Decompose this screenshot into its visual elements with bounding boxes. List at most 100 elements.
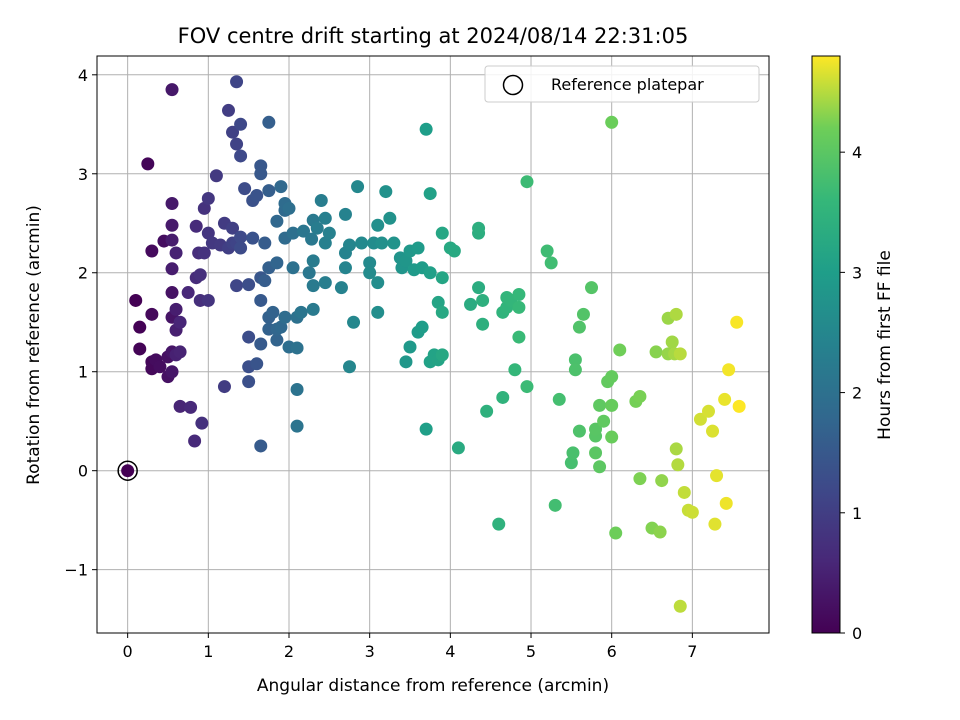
scatter-point [145, 244, 159, 258]
scatter-point [447, 244, 461, 258]
scatter-point [371, 305, 385, 319]
legend: Reference platepar [484, 65, 760, 103]
scatter-point [290, 419, 304, 433]
scatter-point [613, 343, 627, 357]
scatter-point [282, 201, 296, 215]
scatter-point [472, 281, 486, 295]
scatter-point [165, 196, 179, 210]
scatter-point [165, 262, 179, 276]
scatter-point [270, 214, 284, 228]
scatter-point [338, 207, 352, 221]
scatter-point [258, 236, 272, 250]
scatter-point [633, 472, 647, 486]
scatter-point [399, 254, 413, 268]
colorbar-tick-label: 4 [852, 143, 862, 162]
scatter-point [195, 416, 209, 430]
reference-point [121, 464, 135, 478]
scatter-point [254, 293, 268, 307]
scatter-point [193, 268, 207, 282]
y-tick-label: 3 [78, 165, 88, 184]
scatter-point [201, 192, 215, 206]
legend-box [484, 65, 760, 103]
scatter-point [238, 182, 252, 196]
colorbar-label: Hours from first FF file [875, 250, 895, 440]
scatter-point [419, 122, 433, 136]
scatter-point [294, 305, 308, 319]
scatter-point [266, 305, 280, 319]
scatter-point [318, 236, 332, 250]
scatter-point [371, 276, 385, 290]
scatter-point [302, 266, 316, 280]
colorbar-ticks: 0 1 2 3 4 [840, 143, 862, 643]
scatter-point [673, 347, 687, 361]
scatter-point [254, 439, 268, 453]
x-tick-label: 2 [284, 642, 294, 661]
scatter-point [242, 375, 256, 389]
scatter-point [685, 505, 699, 519]
scatter-point [234, 230, 248, 244]
scatter-point [423, 187, 437, 201]
scatter-point [322, 226, 336, 240]
scatter-point [593, 460, 607, 474]
scatter-point [351, 180, 365, 194]
scatter-point [730, 315, 744, 329]
scatter-point [706, 424, 720, 438]
scatter-point [464, 297, 478, 311]
scatter-point [343, 360, 357, 374]
x-tick-label: 7 [687, 642, 697, 661]
scatter-point [169, 246, 183, 260]
scatter-point [415, 320, 429, 334]
scatter-point [387, 236, 401, 250]
legend-marker [502, 74, 524, 96]
y-axis-label: Rotation from reference (arcmin) [24, 205, 44, 485]
scatter-point [201, 226, 215, 240]
scatter-point [165, 218, 179, 232]
scatter-point [165, 83, 179, 97]
x-tick-label: 3 [365, 642, 375, 661]
scatter-point [230, 75, 244, 89]
scatter-point [540, 244, 554, 258]
scatter-point [435, 305, 449, 319]
scatter-point [221, 103, 235, 117]
scatter-point [572, 424, 586, 438]
scatter-point [568, 363, 582, 377]
scatter-point [306, 302, 320, 316]
scatter-point [564, 456, 578, 470]
colorbar-tick-label: 2 [852, 384, 862, 403]
scatter-point [318, 211, 332, 225]
x-tick-label: 0 [123, 642, 133, 661]
scatter-point [242, 278, 256, 292]
x-tick-label: 6 [607, 642, 617, 661]
scatter-point [677, 485, 691, 499]
x-axis-label: Angular distance from reference (arcmin) [257, 676, 609, 696]
scatter-point [669, 307, 683, 321]
scatter-point [605, 370, 619, 384]
scatter-point [403, 340, 417, 354]
scatter-point [548, 498, 562, 512]
scatter-point [566, 446, 580, 460]
scatter-point [230, 279, 244, 293]
y-tick-label: 1 [78, 363, 88, 382]
scatter-point [710, 469, 724, 483]
reference-ring [117, 460, 138, 481]
scatter-point [286, 261, 300, 275]
scatter-point [671, 458, 685, 472]
scatter-point [169, 302, 183, 316]
scatter-point [290, 341, 304, 355]
scatter-point [708, 517, 722, 531]
scatter-point [363, 256, 377, 270]
scatter-point [423, 266, 437, 280]
scatter-point [209, 169, 223, 183]
scatter-point [655, 474, 669, 488]
scatter-point [597, 414, 611, 428]
scatter-point [435, 271, 449, 285]
scatter-point [476, 317, 490, 331]
scatter-point [173, 399, 187, 413]
scatter-point [593, 398, 607, 412]
scatter-point [274, 320, 288, 334]
scatter-point [363, 266, 377, 280]
scatter-point [278, 310, 292, 324]
scatter-point [520, 380, 534, 394]
scatter-point [355, 236, 369, 250]
scatter-point [145, 307, 159, 321]
